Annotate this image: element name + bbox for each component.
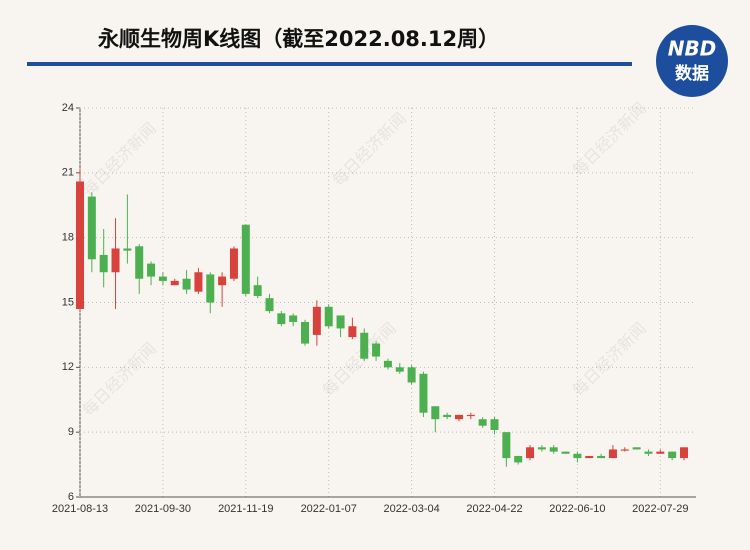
x-tick-label: 2022-01-07 bbox=[301, 503, 357, 515]
candle-body bbox=[336, 315, 345, 329]
logo-top: NBD bbox=[668, 37, 717, 61]
candle-body bbox=[407, 367, 416, 383]
candle-body bbox=[372, 343, 381, 357]
candle-body bbox=[111, 248, 120, 273]
candle-body bbox=[514, 455, 523, 463]
candle-body bbox=[194, 272, 203, 292]
candle-body bbox=[241, 224, 250, 294]
candle-body bbox=[585, 455, 594, 459]
logo-bottom: 数据 bbox=[675, 63, 709, 84]
candle-body bbox=[360, 332, 369, 359]
candle-body bbox=[87, 196, 96, 260]
x-tick-label: 2021-11-19 bbox=[218, 503, 273, 515]
candle-body bbox=[383, 360, 392, 368]
candle-body bbox=[431, 406, 440, 420]
logo bbox=[656, 25, 728, 97]
candle-body bbox=[466, 414, 475, 417]
candle-body bbox=[265, 298, 274, 312]
x-tick-label: 2022-07-29 bbox=[632, 503, 688, 515]
candle-body bbox=[312, 306, 321, 335]
candle-body bbox=[277, 313, 286, 325]
candle-body bbox=[644, 451, 653, 454]
candle-body bbox=[608, 449, 617, 459]
candle-body bbox=[76, 181, 84, 309]
candle-body bbox=[348, 326, 357, 338]
candle-body bbox=[123, 248, 132, 251]
y-tick-label: 6 bbox=[68, 491, 74, 503]
candle-body bbox=[656, 451, 665, 454]
candle-body bbox=[620, 449, 629, 451]
y-tick-label: 18 bbox=[62, 232, 74, 244]
candle-body bbox=[289, 315, 298, 322]
candle-body bbox=[454, 414, 463, 420]
candle-body bbox=[490, 419, 499, 431]
candle-body bbox=[218, 276, 227, 286]
candle-body bbox=[158, 276, 167, 281]
y-tick-label: 15 bbox=[62, 296, 74, 308]
candle-body bbox=[597, 455, 606, 459]
candle-body bbox=[206, 274, 215, 303]
candle-body bbox=[395, 367, 404, 372]
candle-body bbox=[170, 280, 179, 286]
candle-body bbox=[324, 306, 333, 327]
title-rule bbox=[27, 62, 632, 66]
x-tick-label: 2021-08-13 bbox=[52, 503, 108, 515]
candle-body bbox=[478, 419, 487, 426]
candle-body bbox=[301, 321, 310, 344]
candle-body bbox=[253, 285, 262, 297]
candle-body bbox=[147, 263, 156, 277]
x-tick-label: 2022-06-10 bbox=[549, 503, 605, 515]
chart-title: 永顺生物周K线图（截至2022.08.12周） bbox=[97, 27, 499, 51]
x-tick-label: 2022-03-04 bbox=[383, 503, 439, 515]
y-tick-label: 9 bbox=[68, 426, 74, 438]
candle-body bbox=[573, 453, 582, 459]
candle-body bbox=[443, 414, 452, 418]
candle-body bbox=[537, 447, 546, 450]
candle-body bbox=[680, 447, 688, 459]
candle-body bbox=[632, 447, 641, 450]
plot: 6 9 12 15 18 21 24 2021-08-13 2021-09-30 2021-11-… bbox=[52, 102, 696, 515]
candle-body bbox=[502, 432, 511, 459]
candle-body bbox=[182, 278, 191, 290]
y-tick-label: 21 bbox=[62, 167, 74, 179]
candle-body bbox=[549, 447, 558, 452]
y-tick-label: 24 bbox=[62, 102, 74, 114]
candle-body bbox=[135, 246, 144, 279]
candle-body bbox=[99, 254, 108, 273]
y-tick-label: 12 bbox=[62, 361, 74, 373]
candle-body bbox=[526, 447, 535, 459]
candle-body bbox=[668, 451, 677, 459]
candle-body bbox=[229, 248, 238, 279]
x-tick-label: 2022-04-22 bbox=[466, 503, 522, 515]
candle-body bbox=[419, 373, 428, 413]
x-tick-label: 2021-09-30 bbox=[135, 503, 191, 515]
candle-body bbox=[561, 451, 570, 454]
